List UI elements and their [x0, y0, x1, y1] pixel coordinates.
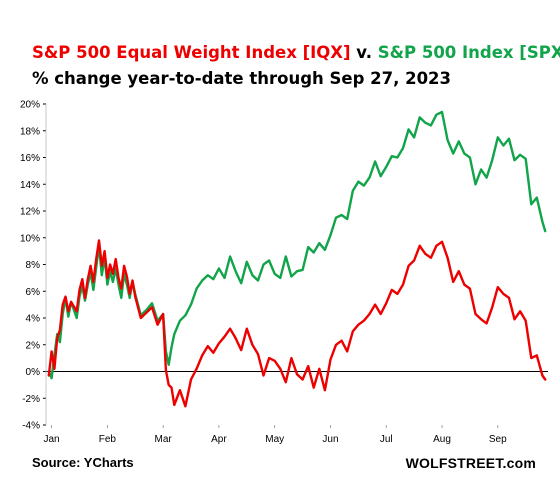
y-tick-label: 12% — [20, 207, 40, 218]
x-tick-label: Feb — [99, 434, 117, 445]
x-tick-label: Aug — [433, 434, 451, 445]
y-tick-label: 18% — [20, 126, 40, 137]
y-tick-label: 14% — [20, 180, 40, 191]
x-tick-label: Jul — [380, 434, 393, 445]
chart-subtitle: % change year-to-date through Sep 27, 20… — [32, 69, 452, 88]
x-tick-label: May — [265, 434, 284, 445]
series-line-spx — [47, 110, 547, 380]
y-tick-label: 16% — [20, 153, 40, 164]
chart-title-block: S&P 500 Equal Weight Index [IQX] v. S&P … — [32, 42, 560, 90]
x-tick-label: Sep — [489, 434, 507, 445]
title-iqx-label: S&P 500 Equal Weight Index [IQX] — [32, 43, 351, 62]
y-tick-label: 20% — [20, 100, 40, 111]
y-tick-label: 8% — [26, 260, 41, 271]
y-tick-label: 10% — [20, 233, 40, 244]
source-note: Source: YCharts — [32, 455, 134, 470]
title-spx-label: S&P 500 Index [SPX] — [377, 43, 560, 62]
chart-title: S&P 500 Equal Weight Index [IQX] v. S&P … — [32, 42, 560, 64]
y-tick-label: 0% — [26, 367, 41, 378]
title-versus: v. — [350, 43, 378, 62]
y-tick-label: 4% — [26, 314, 41, 325]
y-tick-label: 2% — [26, 340, 41, 351]
brand-logo-text: WOLFSTREET.com — [405, 455, 536, 471]
x-tick-label: Mar — [155, 434, 173, 445]
x-tick-label: Apr — [211, 434, 227, 445]
y-tick-label: 6% — [26, 287, 41, 298]
y-tick-label: -2% — [22, 394, 40, 405]
x-tick-label: Jun — [322, 434, 338, 445]
x-tick-label: Jan — [44, 434, 60, 445]
y-tick-label: -4% — [22, 421, 40, 432]
series-line-iqx — [47, 239, 547, 408]
